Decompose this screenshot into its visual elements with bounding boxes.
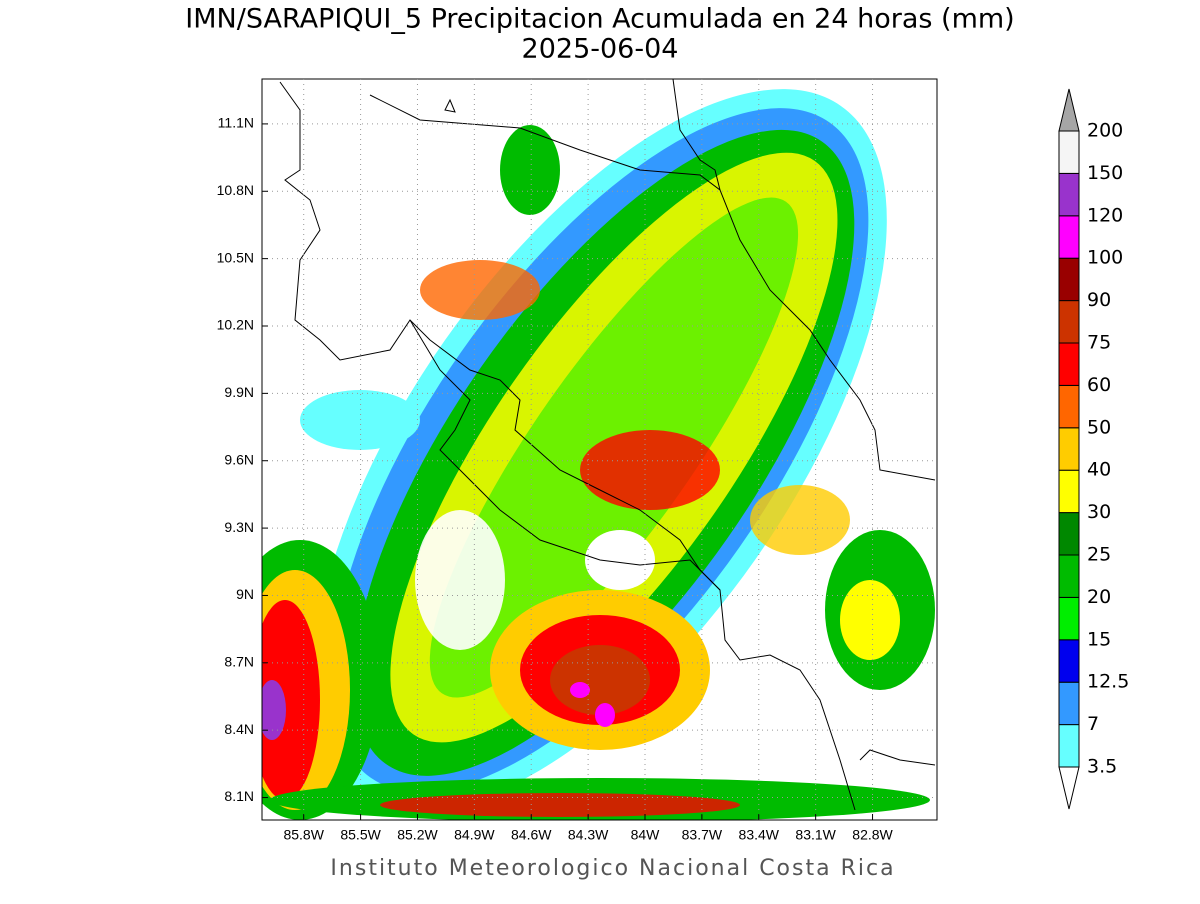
colorbar-box: [1058, 554, 1080, 598]
y-tick-label: 9.9N: [224, 384, 254, 400]
footer: Instituto Meteorologico Nacional Costa R…: [330, 856, 895, 881]
coastlines: [279, 79, 936, 811]
colorbar-label: 100: [1087, 247, 1123, 269]
colorbar-box: [1058, 257, 1080, 302]
colorbar-box: [1058, 681, 1080, 726]
colorbar-box: [1058, 384, 1080, 429]
colorbar-label: 20: [1087, 586, 1111, 608]
x-tick-label: 84.9W: [454, 827, 495, 843]
y-tick-label: 11.1N: [218, 115, 254, 131]
colorbar-box: [1058, 172, 1080, 217]
x-tick-label: 82.8W: [852, 827, 893, 843]
y-tick-label: 10.5N: [217, 249, 254, 265]
y-tick-label: 10.2N: [217, 317, 254, 333]
colorbar-label: 75: [1087, 332, 1111, 354]
x-tick-label: 85.5W: [340, 827, 381, 843]
map-frame: [261, 78, 938, 821]
colorbar-under: [1058, 766, 1080, 810]
colorbar-box: [1058, 469, 1080, 514]
colorbar-box: [1058, 596, 1080, 641]
x-tick-label: 83.1W: [795, 827, 836, 843]
colorbar-label: 90: [1087, 289, 1111, 311]
y-tick-label: 10.8N: [217, 182, 254, 198]
colorbar-label: 12.5: [1087, 671, 1129, 693]
colorbar-label: 30: [1087, 501, 1111, 523]
colorbar-label: 120: [1087, 204, 1123, 226]
x-tick-label: 85.8W: [283, 827, 324, 843]
colorbar-box: [1058, 639, 1080, 683]
colorbar-box: [1058, 342, 1080, 386]
y-tick-label: 9N: [236, 586, 254, 602]
title: IMN/SARAPIQUI_5 Precipitacion Acumulada …: [185, 4, 1014, 35]
colorbar-box: [1058, 300, 1080, 344]
colorbar-box: [1058, 130, 1080, 174]
colorbar: 3.5 7 12.5 15 20 25 30 40 50 60 75 90 100 120 150 200: [1058, 88, 1129, 810]
colorbar-label: 3.5: [1087, 756, 1117, 778]
colorbar-label: 7: [1087, 713, 1099, 735]
colorbar-label: 200: [1087, 120, 1123, 142]
colorbar-label: 150: [1087, 162, 1123, 184]
colorbar-label: 25: [1087, 544, 1111, 566]
y-tick-label: 9.3N: [224, 519, 254, 535]
x-tick-label: 85.2W: [397, 827, 438, 843]
colorbar-box: [1058, 427, 1080, 471]
colorbar-label: 15: [1087, 628, 1111, 650]
colorbar-box: [1058, 724, 1080, 768]
colorbar-over: [1058, 88, 1080, 132]
colorbar-label: 50: [1087, 416, 1111, 438]
x-tick-label: 83.4W: [739, 827, 780, 843]
y-tick-label: 8.4N: [224, 721, 254, 737]
colorbar-label: 60: [1087, 374, 1111, 396]
colorbar-label: 40: [1087, 459, 1111, 481]
x-tick-label: 84W: [631, 827, 661, 843]
colorbar-box: [1058, 215, 1080, 259]
x-tick-label: 84.6W: [511, 827, 552, 843]
y-tick-label: 8.1N: [224, 788, 254, 804]
x-tick-label: 84.3W: [568, 827, 609, 843]
x-tick-label: 83.7W: [682, 827, 723, 843]
y-tick-label: 9.6N: [224, 451, 254, 467]
colorbar-box: [1058, 512, 1080, 556]
precipitation-field: [262, 89, 935, 820]
subtitle: 2025-06-04: [522, 34, 679, 65]
y-tick-label: 8.7N: [224, 654, 254, 670]
